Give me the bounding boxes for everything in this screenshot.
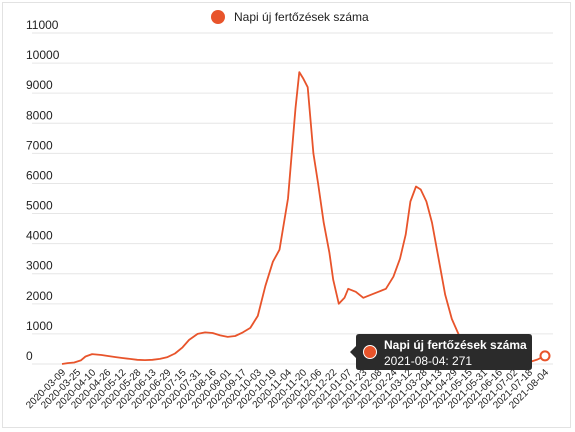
y-tick-label: 5000: [26, 199, 53, 213]
y-tick-label: 10000: [26, 48, 60, 62]
hovered-data-point[interactable]: [539, 350, 551, 362]
tooltip-box: [350, 334, 532, 370]
series-line: [61, 71, 546, 365]
y-tick-label: 3000: [26, 259, 53, 273]
tooltip-value: 2021-08-04: 271: [384, 354, 472, 368]
legend-marker: [211, 10, 225, 24]
y-tick-label: 8000: [26, 108, 53, 122]
legend-label: Napi új fertőzések száma: [234, 10, 369, 24]
y-tick-label: 4000: [26, 229, 53, 243]
y-tick-label: 7000: [26, 138, 53, 152]
tooltip: Napi új fertőzések száma 2021-08-04: 271: [350, 334, 532, 370]
y-tick-label: 6000: [26, 168, 53, 182]
gridlines: [32, 32, 553, 365]
y-tick-label: 11000: [26, 18, 59, 32]
y-tick-label: 9000: [26, 78, 53, 92]
x-axis: 2020-03-092020-03-252020-04-102020-04-26…: [24, 367, 551, 411]
tooltip-series-marker: [363, 345, 377, 359]
legend[interactable]: Napi új fertőzések száma: [211, 10, 369, 24]
y-tick-label: 2000: [26, 289, 53, 303]
series-layer: [61, 71, 546, 365]
y-tick-label: 1000: [26, 319, 53, 333]
tooltip-series-name: Napi új fertőzések száma: [384, 338, 527, 352]
y-axis: 1100010000900080007000600050004000300020…: [26, 18, 60, 363]
y-tick-label: 0: [26, 349, 33, 363]
